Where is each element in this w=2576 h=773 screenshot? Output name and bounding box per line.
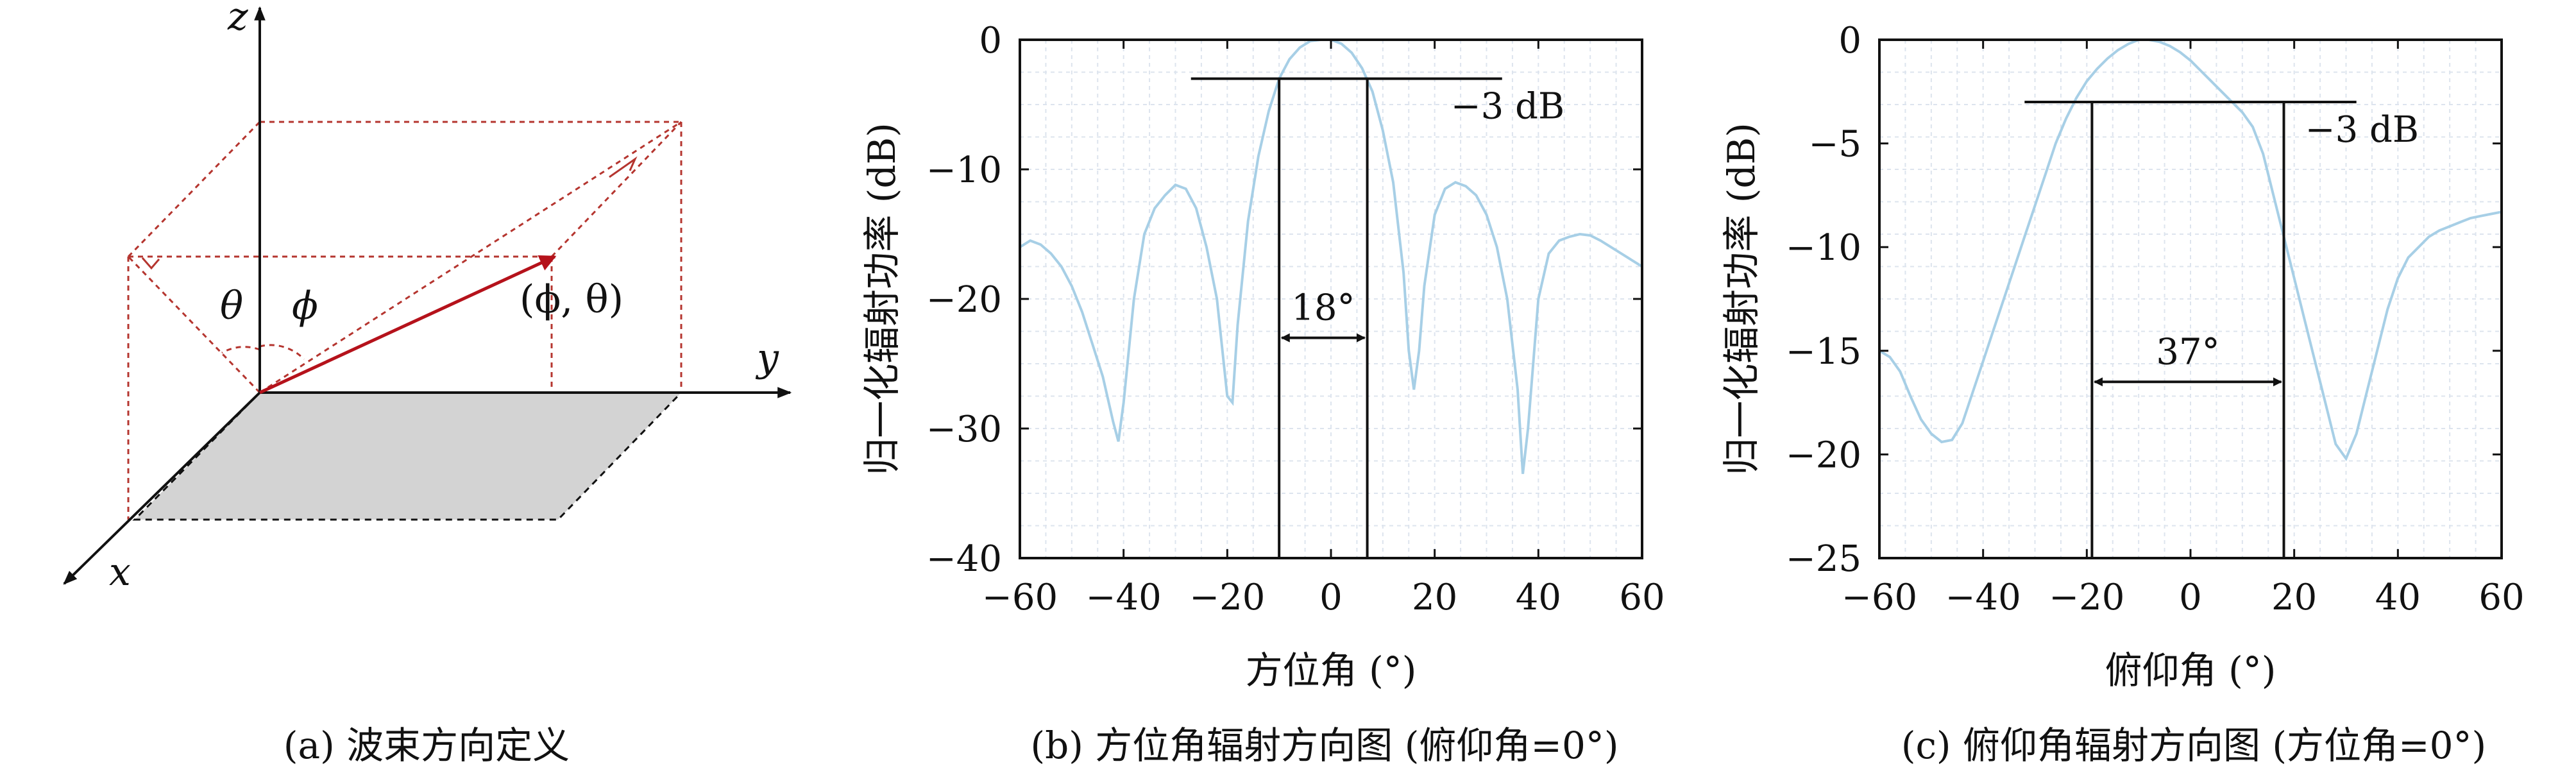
x-tick-label: −20 [1189,577,1265,618]
x-tick-label: −20 [2049,577,2124,618]
caption-b: (b) 方位角辐射方向图 (俯仰角=0°) [1030,724,1618,767]
x-axis [63,391,261,585]
x-axis-title: 方位角 (°) [1246,649,1417,692]
x-tick-label: 20 [2271,577,2317,618]
ground-plane [132,391,684,521]
direction-label: (ϕ, θ) [520,277,623,322]
y-tick-label: −20 [926,279,1002,321]
y-tick-label: 0 [979,20,1002,62]
y-axis-label: y [755,336,779,380]
beamwidth-label: 37° [2156,331,2219,373]
x-tick-label: 60 [2479,577,2524,618]
construction-lines [127,121,682,520]
y-tick-label: 0 [1838,20,1861,62]
y-tick-label: −30 [926,409,1002,450]
z-axis-label: z [227,0,248,39]
x-axis-label: x [109,550,131,595]
phi-label: ϕ [292,284,318,328]
x-tick-label: −60 [982,577,1058,618]
caption-c: (c) 俯仰角辐射方向图 (方位角=0°) [1901,724,2486,767]
azimuth-pattern-series [1019,38,1643,474]
y-tick-label: −20 [1786,434,1861,476]
y-tick-label: −40 [926,538,1002,580]
x-tick-label: 40 [1516,577,1561,618]
tick-layer: −60 −40 −20 0 20 40 600−10−20−30−40 [926,20,1665,618]
y-tick-label: −10 [926,149,1002,191]
x-tick-label: 40 [2375,577,2421,618]
direction-vector [258,255,557,395]
chart-grid [1879,40,2502,558]
x-tick-label: 60 [1619,577,1665,618]
elevation-pattern-series [1878,38,2502,461]
y-tick-label: −10 [1786,227,1861,269]
minus-3db-label: −3 dB [1451,86,1564,128]
theta-label: θ [220,284,243,328]
y-tick-label: −15 [1786,331,1861,373]
x-tick-label: −40 [1945,577,2021,618]
azimuth-pattern-chart: −60 −40 −20 0 20 40 600−10−20−30−40 −3 dB 18° … [860,20,1665,767]
y-tick-label: −25 [1786,538,1861,580]
x-tick-label: 0 [1319,577,1343,618]
x-axis-title: 俯仰角 (°) [2105,649,2276,692]
x-tick-label: 20 [1412,577,1457,618]
x-tick-label: −40 [1086,577,1162,618]
y-axis-title: 归一化辐射功率 (dB) [860,123,904,475]
caption-a: (a) 波束方向定义 [284,724,570,767]
y-tick-label: −5 [1808,124,1861,166]
beamwidth-label: 18° [1291,287,1355,329]
elevation-pattern-chart: −60 −40 −20 0 20 40 60 0 −5 −10 −15 −20 −25 −3 dB 37… [1720,20,2525,767]
x-tick-label: −60 [1842,577,1917,618]
y-axis-title: 归一化辐射功率 (dB) [1720,123,1763,475]
x-tick-label: 0 [2179,577,2202,618]
beam-direction-diagram: z y x θ ϕ (ϕ, θ) (a) 波束方向定义 [63,0,792,767]
minus-3db-label: −3 dB [2305,109,2419,151]
tick-layer: −60 −40 −20 0 20 40 60 0 −5 −10 −15 −20 −25 [1786,20,2525,618]
